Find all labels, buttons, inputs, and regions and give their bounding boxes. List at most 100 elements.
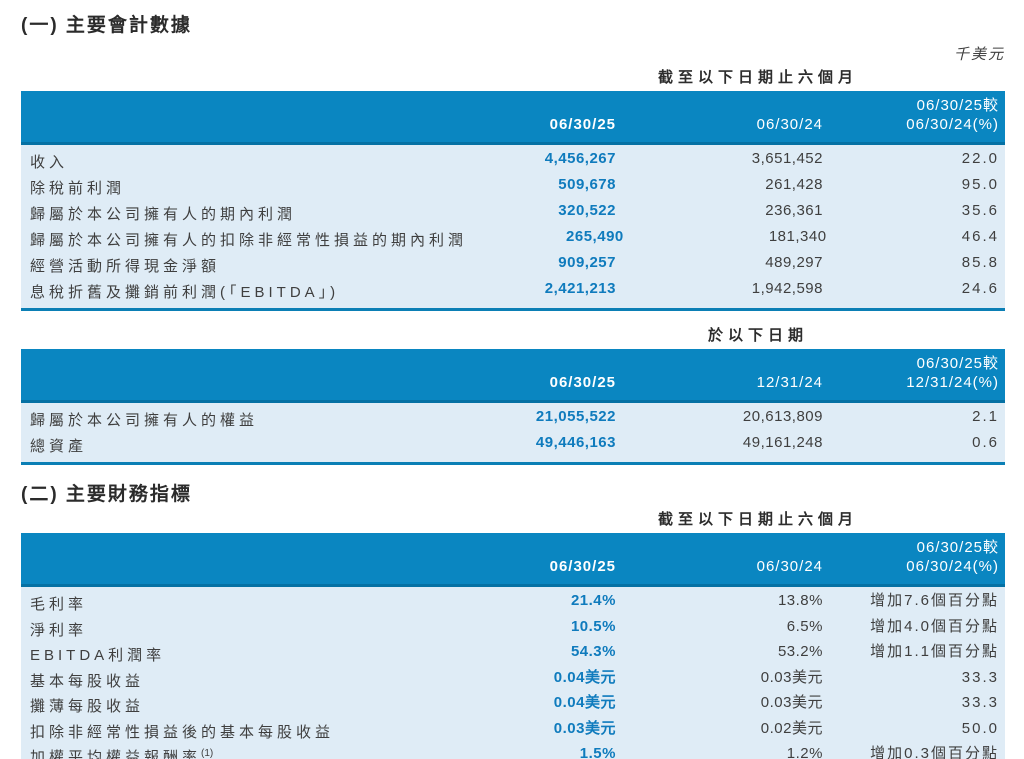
- value-change: 增加7.6個百分點: [870, 592, 999, 609]
- table3-column-header-change: 06/30/25較 06/30/24(%): [823, 538, 999, 576]
- table1-column-header-current: 06/30/25: [549, 116, 616, 133]
- row-label: 加權平均權益報酬率(1): [30, 748, 214, 759]
- value-change: 35.6: [961, 202, 999, 219]
- table-row: 歸屬於本公司擁有人的期內利潤 320,522 236,361 35.6: [30, 200, 999, 226]
- financial-indicators-table: 06/30/25 06/30/24 06/30/25較 06/30/24(%) …: [21, 533, 1005, 759]
- table3-column-header-current: 06/30/25: [549, 558, 616, 575]
- table2-change-header-line2: 12/31/24(%): [906, 374, 999, 391]
- table1-header-row: 06/30/25 06/30/24 06/30/25較 06/30/24(%): [21, 91, 1005, 145]
- table2-change-header-line1: 06/30/25較: [916, 355, 999, 372]
- value-prior: 489,297: [765, 254, 823, 271]
- value-prior: 236,361: [765, 202, 823, 219]
- value-prior: 0.03美元: [760, 694, 823, 711]
- value-prior: 1.2%: [786, 745, 823, 759]
- value-current: 54.3%: [570, 643, 616, 660]
- value-current: 49,446,163: [535, 434, 616, 451]
- value-current: 0.04美元: [553, 668, 616, 686]
- value-change: 85.8: [961, 254, 999, 271]
- value-change: 0.6: [972, 434, 999, 451]
- value-change: 24.6: [961, 280, 999, 297]
- caption-spacer: [21, 510, 511, 530]
- table-row: 總資產 49,446,163 49,161,248 0.6: [30, 432, 999, 458]
- row-label: 總資產: [30, 438, 88, 455]
- table-row: 歸屬於本公司擁有人的扣除非經常性損益的期內利潤 265,490 181,340 …: [30, 226, 999, 252]
- value-prior: 181,340: [768, 228, 827, 245]
- row-label: 扣除非經常性損益後的基本每股收益: [30, 723, 335, 741]
- table-row: 息稅折舊及攤銷前利潤(「EBITDA」) 2,421,213 1,942,598…: [30, 278, 999, 304]
- table1-caption-row: 截至以下日期止六個月: [21, 68, 1005, 88]
- table-row: 加權平均權益報酬率(1) 1.5% 1.2% 增加0.3個百分點: [30, 743, 999, 759]
- value-change: 2.1: [972, 408, 999, 425]
- value-current: 0.04美元: [553, 694, 616, 711]
- value-current: 320,522: [558, 202, 616, 219]
- row-label: 歸屬於本公司擁有人的權益: [30, 412, 259, 429]
- value-prior: 0.03美元: [760, 668, 823, 686]
- report-page: (一) 主要會計數據 千美元 截至以下日期止六個月 06/30/25 06/30…: [21, 14, 1005, 759]
- table1-change-header-line2: 06/30/24(%): [906, 116, 999, 133]
- table-row: EBITDA利潤率 54.3% 53.2% 增加1.1個百分點: [30, 641, 999, 667]
- table-row: 除稅前利潤 509,678 261,428 95.0: [30, 174, 999, 200]
- row-label: 毛利率: [30, 596, 88, 613]
- row-label: 基本每股收益: [30, 672, 145, 690]
- table-row: 扣除非經常性損益後的基本每股收益 0.03美元 0.02美元 50.0: [30, 718, 999, 744]
- table3-change-header-line2: 06/30/24(%): [906, 558, 999, 575]
- table1-body: 收入 4,456,267 3,651,452 22.0 除稅前利潤 509,67…: [21, 145, 1005, 311]
- row-label: 歸屬於本公司擁有人的扣除非經常性損益的期內利潤: [30, 232, 468, 249]
- section-two-title: (二) 主要財務指標: [21, 484, 192, 505]
- table2-caption-row: 於以下日期: [21, 326, 1005, 346]
- table3-caption-row: 截至以下日期止六個月: [21, 510, 1005, 530]
- value-prior: 13.8%: [777, 592, 823, 609]
- table2-header-row: 06/30/25 12/31/24 06/30/25較 12/31/24(%): [21, 349, 1005, 403]
- value-change: 95.0: [961, 176, 999, 193]
- value-prior: 261,428: [765, 176, 823, 193]
- row-label: 息稅折舊及攤銷前利潤(「EBITDA」): [30, 284, 340, 301]
- value-prior: 0.02美元: [760, 719, 823, 737]
- table-row: 淨利率 10.5% 6.5% 增加4.0個百分點: [30, 616, 999, 642]
- row-label: 收入: [30, 154, 69, 171]
- row-label: 經營活動所得現金淨額: [30, 258, 221, 275]
- balance-data-table: 06/30/25 12/31/24 06/30/25較 12/31/24(%) …: [21, 349, 1005, 465]
- table1-period-caption: 截至以下日期止六個月: [657, 69, 858, 86]
- table-row: 毛利率 21.4% 13.8% 增加7.6個百分點: [30, 590, 999, 616]
- value-current: 0.03美元: [553, 719, 616, 737]
- table3-change-header-line1: 06/30/25較: [916, 539, 999, 556]
- row-label: 淨利率: [30, 621, 88, 639]
- table-row: 經營活動所得現金淨額 909,257 489,297 85.8: [30, 252, 999, 278]
- row-label: EBITDA利潤率: [30, 647, 166, 664]
- value-current: 21,055,522: [535, 408, 616, 425]
- row-label: 攤薄每股收益: [30, 698, 145, 715]
- caption-spacer: [21, 326, 511, 346]
- table1-column-header-prior: 06/30/24: [756, 116, 823, 133]
- table-row: 歸屬於本公司擁有人的權益 21,055,522 20,613,809 2.1: [30, 406, 999, 432]
- value-current: 4,456,267: [544, 150, 616, 167]
- table2-column-header-change: 06/30/25較 12/31/24(%): [823, 354, 999, 392]
- value-prior: 6.5%: [786, 617, 823, 635]
- value-current: 265,490: [566, 228, 624, 245]
- table3-column-header-prior: 06/30/24: [756, 558, 823, 575]
- table1-column-header-change: 06/30/25較 06/30/24(%): [823, 96, 999, 134]
- value-change: 22.0: [961, 150, 999, 167]
- value-prior: 49,161,248: [742, 434, 823, 451]
- accounting-data-table: 06/30/25 06/30/24 06/30/25較 06/30/24(%) …: [21, 91, 1005, 311]
- value-change: 50.0: [961, 719, 999, 737]
- table1-change-header-line1: 06/30/25較: [916, 97, 999, 114]
- value-prior: 1,942,598: [751, 280, 823, 297]
- table2-column-header-prior: 12/31/24: [756, 374, 823, 391]
- value-prior: 53.2%: [777, 643, 823, 660]
- value-prior: 3,651,452: [751, 150, 823, 167]
- value-change: 46.4: [961, 228, 999, 245]
- table3-body: 毛利率 21.4% 13.8% 增加7.6個百分點 淨利率 10.5% 6.5%…: [21, 587, 1005, 759]
- value-current: 1.5%: [579, 745, 616, 759]
- table-row: 收入 4,456,267 3,651,452 22.0: [30, 148, 999, 174]
- value-change: 33.3: [961, 694, 999, 711]
- footnote-marker: (1): [201, 748, 214, 759]
- table2-column-header-current: 06/30/25: [549, 374, 616, 391]
- caption-spacer: [21, 68, 511, 88]
- row-label: 歸屬於本公司擁有人的期內利潤: [30, 206, 297, 223]
- value-current: 21.4%: [570, 592, 616, 609]
- table2-period-caption: 於以下日期: [707, 327, 808, 344]
- table3-header-row: 06/30/25 06/30/24 06/30/25較 06/30/24(%): [21, 533, 1005, 587]
- value-change: 增加1.1個百分點: [870, 643, 999, 660]
- table2-body: 歸屬於本公司擁有人的權益 21,055,522 20,613,809 2.1 總…: [21, 403, 1005, 465]
- value-current: 909,257: [558, 254, 616, 271]
